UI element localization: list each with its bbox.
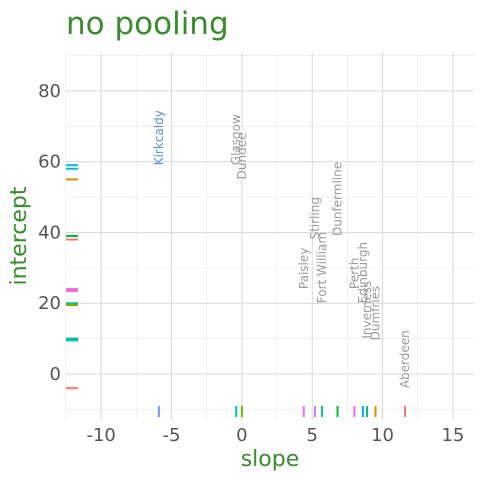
y-tick-label: 20 [38, 293, 61, 314]
y-tick-label: 0 [50, 364, 61, 385]
x-tick-label: 10 [371, 425, 394, 446]
y-tick-label: 40 [38, 222, 61, 243]
rug-marks [66, 164, 407, 417]
city-label: Fort William [315, 232, 329, 303]
city-label: Stirling [308, 197, 322, 239]
y-tick-label: 60 [38, 152, 61, 173]
x-tick-label: -10 [86, 425, 115, 446]
y-axis-title: intercept [7, 186, 32, 285]
city-label: Edinburgh [356, 242, 370, 303]
city-label: Dunfermline [331, 162, 345, 236]
chart-title: no pooling [66, 6, 229, 42]
city-label: Perth [347, 258, 361, 289]
city-label: Aberdeen [398, 330, 412, 388]
x-axis-title: slope [241, 447, 300, 472]
city-label: Paisley [297, 248, 311, 289]
x-tick-label: 0 [236, 425, 247, 446]
x-tick-label: 5 [306, 425, 317, 446]
x-tick-label: -5 [163, 425, 181, 446]
x-tick-label: 15 [441, 425, 464, 446]
city-label: Dundee [235, 133, 249, 180]
y-tick-label: 80 [38, 81, 61, 102]
city-label: Inverness [360, 281, 374, 339]
city-label: Glasgow [229, 114, 243, 165]
city-label: Kirkcaldy [152, 110, 166, 165]
city-label: Dumfries [369, 286, 383, 341]
tick-labels: -10 -5 0 5 10 15 0 20 40 60 80 [38, 81, 464, 446]
grid [65, 52, 474, 420]
